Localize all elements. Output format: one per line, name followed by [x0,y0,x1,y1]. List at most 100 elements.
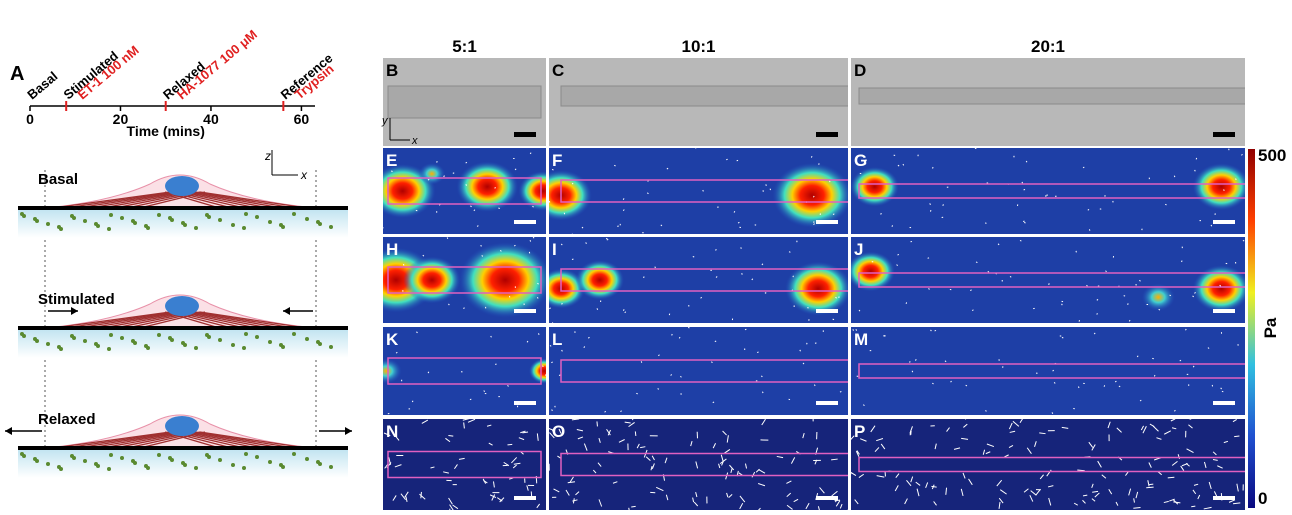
displacement [1170,295,1171,296]
bead [318,342,322,346]
panel-label: K [386,330,399,349]
displacement [970,290,971,291]
displacement [800,350,801,351]
displacement [1195,170,1196,171]
stress-spot [1193,265,1250,312]
displacement [466,162,467,163]
bead [146,226,150,230]
bead [96,344,100,348]
background [851,148,1245,234]
displacement [859,310,860,311]
stress-spot [576,260,624,300]
arrow-head [345,427,352,435]
bead [133,221,137,225]
displacement [734,211,735,212]
bead [244,212,248,216]
panel-content [851,58,1247,146]
bead [133,461,137,465]
scale-bar [1213,401,1235,405]
displacement [1104,385,1105,386]
displacement [623,309,624,310]
displacement [641,361,642,362]
displacement [738,222,739,223]
displacement [679,337,680,338]
state-label: Basal [38,171,78,188]
bead [157,453,161,457]
displacement [1185,329,1186,330]
displacement [1048,284,1049,285]
displacement [1010,276,1011,277]
displacement [833,214,834,215]
traction-map: H [356,237,551,323]
displacement [562,350,563,351]
bead [305,217,309,221]
displacement [789,252,790,253]
bead [96,224,100,228]
background [549,419,848,510]
traction-map: J [847,237,1250,323]
displacement [572,259,573,260]
panel-label: O [552,422,565,441]
displacement [928,289,929,290]
bead [268,340,272,344]
bead [72,456,76,460]
displacement [1119,386,1120,387]
displacement [931,486,936,487]
bead [231,223,235,227]
scale-bar [816,132,838,137]
displacement [903,164,904,165]
bead [281,225,285,229]
displacement [588,337,589,338]
displacement [897,254,898,255]
displacement [1020,240,1021,241]
displacement [770,189,771,190]
panel-label: F [552,151,562,170]
stress-spot [419,163,445,185]
displacement [453,173,454,174]
arrow-head [283,307,290,315]
bead [120,336,124,340]
bead [35,339,39,343]
displacement [620,411,621,412]
displacement [762,392,763,393]
bead [207,455,211,459]
state-label: Relaxed [38,411,96,428]
bead [109,453,113,457]
bead [218,338,222,342]
brightfield-panel: C [549,58,851,146]
scale-bar [816,220,838,224]
cell-image [388,86,541,118]
displacement [658,389,659,390]
bead [292,452,296,456]
bead [96,464,100,468]
axis-letter: z [264,149,271,163]
scale-bar [816,496,838,500]
displacement [965,415,967,420]
bead [83,219,87,223]
arrow-head [5,427,12,435]
displacement [713,402,714,403]
bead [107,347,111,351]
displacement [976,262,977,263]
displacement [428,179,429,180]
displacement [477,226,478,227]
panel-content [549,327,851,415]
bead [170,218,174,222]
scale-bar [1213,496,1235,500]
column-header: 5:1 [452,37,477,56]
bead [157,213,161,217]
displacement [966,385,967,386]
stress-spot [459,242,551,318]
displacement [1180,360,1181,361]
axis-letter: x [300,168,308,182]
displacement [1235,179,1236,180]
traction-map: I [537,237,851,324]
displacement [552,410,553,411]
bead [35,219,39,223]
displacement [1140,400,1141,401]
bead [255,335,259,339]
displacement [444,176,445,177]
stress-spot [403,257,460,304]
cell-schematic: Relaxed [18,411,348,478]
